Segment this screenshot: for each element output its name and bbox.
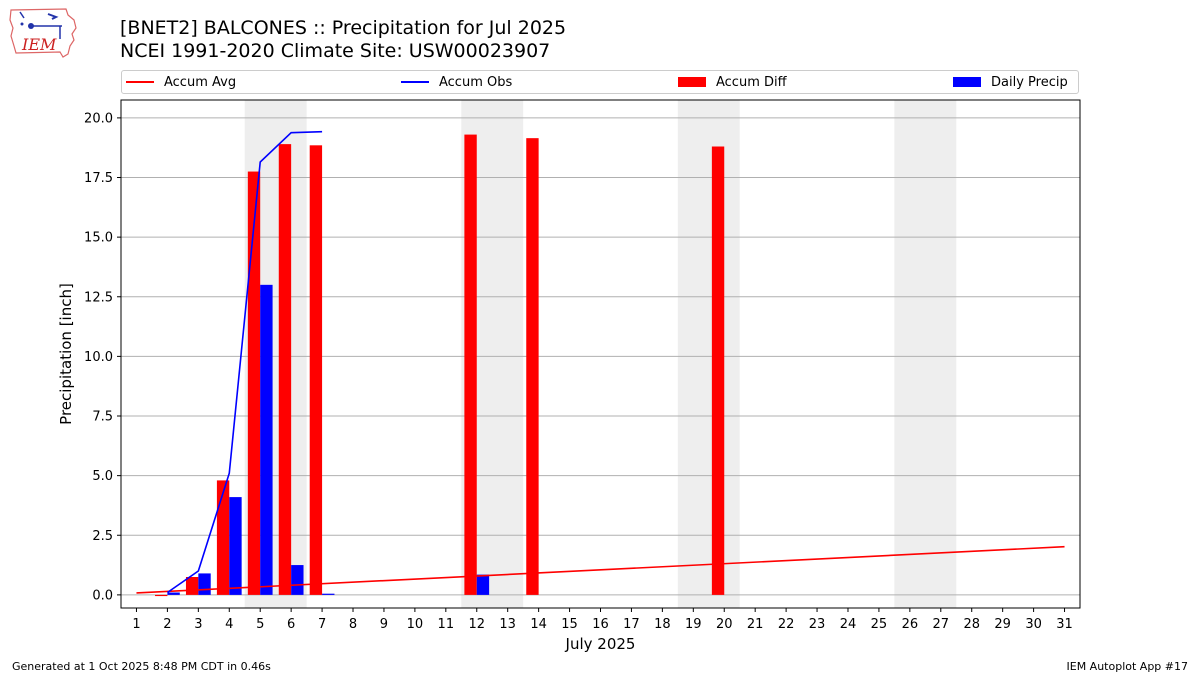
x-tick-label-15: 15 — [561, 617, 578, 632]
x-tick-label-12: 12 — [468, 617, 485, 632]
x-tick-label-14: 14 — [530, 617, 547, 632]
x-tick-label-23: 23 — [809, 617, 826, 632]
bar-accum-diff-day-5 — [247, 171, 261, 595]
x-tick-label-19: 19 — [685, 617, 702, 632]
y-axis-label: Precipitation [inch] — [57, 283, 75, 425]
bar-daily-precip-day-6 — [291, 565, 304, 595]
bar-daily-precip-day-7 — [322, 593, 335, 595]
bar-daily-precip-day-3 — [198, 573, 211, 595]
legend-label-daily-precip: Daily Precip — [991, 74, 1068, 90]
x-tick-label-4: 4 — [225, 617, 233, 632]
footer-app-id: IEM Autoplot App #17 — [1066, 660, 1189, 673]
bar-accum-diff-day-6 — [278, 144, 292, 595]
bar-accum-diff-day-12 — [464, 134, 477, 595]
x-tick-label-25: 25 — [871, 617, 888, 632]
x-tick-label-28: 28 — [963, 617, 980, 632]
x-tick-label-3: 3 — [194, 617, 202, 632]
y-tick-label-8: 20.0 — [84, 111, 113, 126]
bar-accum-diff-day-3 — [185, 576, 199, 595]
x-tick-label-24: 24 — [840, 617, 857, 632]
x-tick-label-30: 30 — [1025, 617, 1042, 632]
x-tick-label-29: 29 — [994, 617, 1011, 632]
x-tick-label-20: 20 — [716, 617, 733, 632]
footer-generated: Generated at 1 Oct 2025 8:48 PM CDT in 0… — [12, 660, 271, 673]
x-tick-label-18: 18 — [654, 617, 671, 632]
chart-subtitle: NCEI 1991-2020 Climate Site: USW00023907 — [120, 40, 551, 62]
y-tick-label-0: 0.0 — [92, 588, 113, 603]
legend-swatch-daily-precip — [953, 77, 981, 87]
x-tick-label-26: 26 — [902, 617, 919, 632]
x-tick-label-22: 22 — [778, 617, 795, 632]
chart-legend: Accum Avg Accum Obs Accum Diff Daily Pre… — [121, 70, 1079, 94]
legend-item-accum-diff: Accum Diff — [678, 71, 787, 93]
legend-label-accum-obs: Accum Obs — [439, 74, 513, 90]
x-tick-label-16: 16 — [592, 617, 609, 632]
bar-accum-diff-day-7 — [309, 145, 323, 595]
x-tick-label-8: 8 — [349, 617, 357, 632]
bar-daily-precip-day-5 — [260, 284, 273, 595]
bar-daily-precip-day-4 — [229, 497, 242, 595]
x-tick-label-1: 1 — [132, 617, 140, 632]
legend-item-daily-precip: Daily Precip — [953, 71, 1068, 93]
x-axis-label: July 2025 — [565, 635, 636, 653]
bar-daily-precip-day-12 — [476, 574, 490, 595]
chart-title: [BNET2] BALCONES :: Precipitation for Ju… — [120, 17, 567, 39]
y-tick-label-6: 15.0 — [84, 231, 113, 246]
y-tick-label-5: 12.5 — [84, 290, 113, 305]
x-tick-label-11: 11 — [438, 617, 455, 632]
line-accum-obs — [166, 130, 323, 594]
x-tick-label-9: 9 — [380, 617, 388, 632]
x-tick-label-6: 6 — [287, 617, 295, 632]
y-tick-label-7: 17.5 — [84, 171, 113, 186]
y-tick-label-1: 2.5 — [92, 529, 113, 544]
legend-item-accum-obs: Accum Obs — [401, 71, 512, 93]
legend-label-accum-avg: Accum Avg — [164, 74, 237, 90]
bar-accum-diff-day-4 — [216, 480, 230, 595]
legend-swatch-accum-avg — [126, 81, 154, 83]
x-tick-label-2: 2 — [163, 617, 171, 632]
legend-label-accum-diff: Accum Diff — [716, 74, 787, 90]
iem-iowa-logo-icon: IEM — [8, 6, 80, 60]
y-tick-label-4: 10.0 — [84, 350, 113, 365]
bar-accum-diff-day-14 — [526, 138, 539, 595]
x-tick-label-21: 21 — [747, 617, 764, 632]
x-tick-label-13: 13 — [499, 617, 516, 632]
bar-daily-precip-day-2 — [167, 592, 180, 595]
legend-item-accum-avg: Accum Avg — [126, 71, 236, 93]
weekend-shade-2 — [677, 100, 740, 608]
legend-swatch-accum-obs — [401, 81, 429, 83]
y-tick-label-3: 7.5 — [92, 410, 113, 425]
x-tick-label-17: 17 — [623, 617, 640, 632]
y-tick-label-2: 5.0 — [92, 469, 113, 484]
weekend-shade-3 — [894, 100, 957, 608]
x-tick-label-7: 7 — [318, 617, 326, 632]
x-tick-label-31: 31 — [1056, 617, 1073, 632]
bar-accum-diff-day-2 — [155, 594, 168, 597]
legend-swatch-accum-diff — [678, 77, 706, 87]
bar-accum-diff-day-20 — [711, 146, 725, 595]
x-tick-label-10: 10 — [407, 617, 424, 632]
line-accum-avg — [136, 545, 1065, 594]
x-tick-label-5: 5 — [256, 617, 264, 632]
x-tick-label-27: 27 — [933, 617, 950, 632]
logo-text: IEM — [21, 35, 57, 54]
